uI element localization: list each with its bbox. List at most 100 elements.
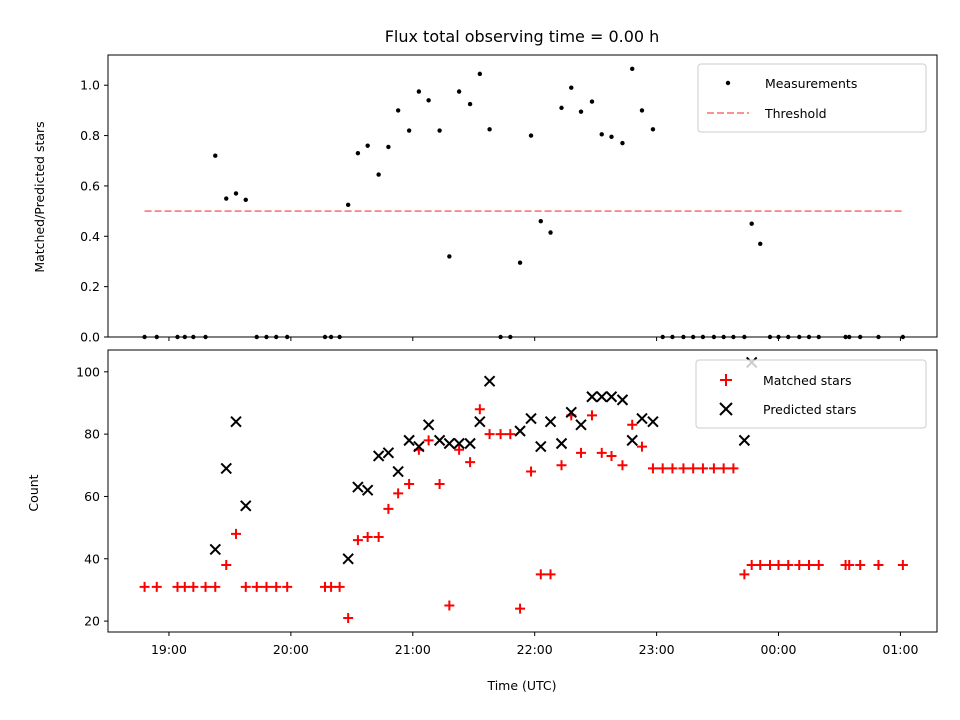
xtick-label: 00:00 — [760, 642, 796, 657]
matched-stars-point — [484, 429, 495, 440]
predicted-stars-point — [230, 415, 242, 428]
measurement-point — [416, 89, 422, 94]
measurement-point — [355, 150, 361, 156]
predicted-stars-point — [464, 437, 476, 450]
predicted-stars-point — [403, 434, 415, 447]
matched-stars-point — [240, 581, 251, 592]
predicted-stars-point — [575, 419, 587, 431]
predicted-stars-point — [392, 465, 404, 478]
measurement-point — [213, 153, 218, 158]
top-panel-xticks — [168, 337, 901, 341]
matched-stars-point — [739, 569, 750, 580]
matched-stars-point — [697, 463, 708, 474]
measurement-point — [447, 254, 452, 259]
predicted-stars-point — [483, 375, 496, 387]
matched-stars-point — [526, 466, 537, 477]
bottom-panel-marks — [139, 356, 908, 623]
measurement-point — [406, 128, 412, 133]
predicted-stars-point — [433, 434, 446, 447]
measurement-point — [548, 230, 553, 235]
matched-stars-point — [231, 528, 242, 539]
measurement-point — [559, 105, 564, 111]
measurement-point — [386, 144, 391, 150]
measurement-point — [426, 98, 431, 103]
matched-stars-point — [708, 463, 719, 474]
matched-stars-point — [139, 581, 150, 592]
top-panel: 0.0 0.2 0.4 0.6 0.8 1.0 Matched/Predicted sta… — [32, 54, 938, 345]
matched-stars-point — [423, 435, 434, 446]
matched-stars-point — [755, 560, 766, 571]
predicted-stars-point — [514, 425, 526, 437]
matched-stars-point — [151, 581, 162, 592]
predicted-stars-point — [382, 447, 395, 459]
top-panel-frame — [107, 54, 938, 338]
measurement-point — [437, 128, 442, 133]
matched-stars-point — [515, 603, 526, 614]
predicted-stars-point — [342, 553, 354, 565]
matched-stars-point — [261, 581, 272, 592]
matched-stars-point — [495, 429, 506, 440]
matched-stars-point — [764, 560, 775, 571]
matched-stars-point — [803, 560, 814, 571]
predicted-stars-point — [525, 412, 537, 425]
top-panel-legend: Measurements Threshold — [697, 63, 927, 133]
legend-matched-marker — [720, 374, 732, 386]
bottom-panel-xticks: 19:00 20:00 21:00 22:00 23:00 00:00 01:00 — [151, 632, 918, 657]
measurement-point — [365, 143, 370, 148]
matched-stars-point — [251, 581, 262, 592]
measurement-point — [639, 108, 645, 113]
matched-stars-point — [606, 450, 617, 461]
xtick-label: 19:00 — [151, 642, 187, 657]
matched-stars-point — [505, 429, 516, 440]
bottom-panel-ylabel: Count — [26, 474, 41, 511]
predicted-stars-point — [647, 415, 659, 428]
matched-stars-point — [343, 612, 354, 623]
matched-stars-point — [362, 531, 373, 542]
matched-stars-point — [179, 581, 190, 592]
measurement-point — [376, 172, 381, 177]
measurement-point — [243, 197, 248, 202]
matched-stars-point — [535, 569, 546, 580]
measurement-point — [456, 89, 462, 94]
predicted-stars-point — [361, 484, 374, 496]
matched-stars-point — [556, 460, 567, 471]
predicted-stars-point — [586, 391, 598, 403]
predicted-stars-point — [636, 412, 648, 425]
predicted-stars-point — [555, 437, 568, 450]
measurement-point — [758, 241, 763, 247]
xtick-label: 23:00 — [639, 642, 675, 657]
matched-stars-point — [404, 478, 415, 489]
matched-stars-point — [728, 463, 739, 474]
matched-stars-point — [855, 560, 866, 571]
matched-stars-point — [188, 581, 199, 592]
measurement-point — [477, 71, 483, 77]
predicted-stars-point — [352, 481, 364, 493]
matched-stars-point — [334, 581, 345, 592]
predicted-stars-point — [738, 434, 751, 447]
matched-stars-point — [617, 460, 628, 471]
legend-threshold-label: Threshold — [764, 106, 827, 121]
matched-stars-point — [434, 478, 445, 489]
measurement-point — [224, 196, 229, 201]
matched-stars-point — [667, 463, 678, 474]
measurement-point — [395, 108, 401, 113]
legend-predicted-label: Predicted stars — [763, 402, 856, 417]
matched-stars-point — [282, 581, 293, 592]
matched-stars-point — [373, 531, 384, 542]
measurement-point — [487, 127, 492, 132]
measurement-point — [630, 66, 635, 72]
bottom-legend-box — [695, 359, 927, 429]
predicted-stars-point — [422, 419, 435, 431]
measurement-point — [609, 134, 614, 140]
ytick-label: 40 — [84, 551, 100, 566]
ytick-label: 20 — [84, 614, 100, 629]
xtick-label: 01:00 — [882, 642, 918, 657]
predicted-stars-point — [626, 434, 638, 447]
legend-measurements-marker — [725, 80, 731, 86]
matched-stars-point — [326, 581, 337, 592]
ytick-label: 0.4 — [80, 229, 100, 244]
matched-stars-point — [586, 410, 597, 421]
matched-stars-point — [210, 581, 221, 592]
predicted-stars-point — [453, 437, 465, 450]
